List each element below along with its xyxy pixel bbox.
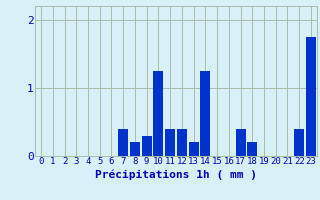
Bar <box>153 71 164 156</box>
Bar <box>247 142 257 156</box>
Bar <box>130 142 140 156</box>
Bar <box>200 71 210 156</box>
Bar <box>177 129 187 156</box>
Bar <box>294 129 304 156</box>
X-axis label: Précipitations 1h ( mm ): Précipitations 1h ( mm ) <box>95 169 257 180</box>
Bar <box>306 37 316 156</box>
Bar <box>165 129 175 156</box>
Bar <box>188 142 199 156</box>
Bar <box>118 129 128 156</box>
Bar <box>142 136 152 156</box>
Bar <box>236 129 245 156</box>
